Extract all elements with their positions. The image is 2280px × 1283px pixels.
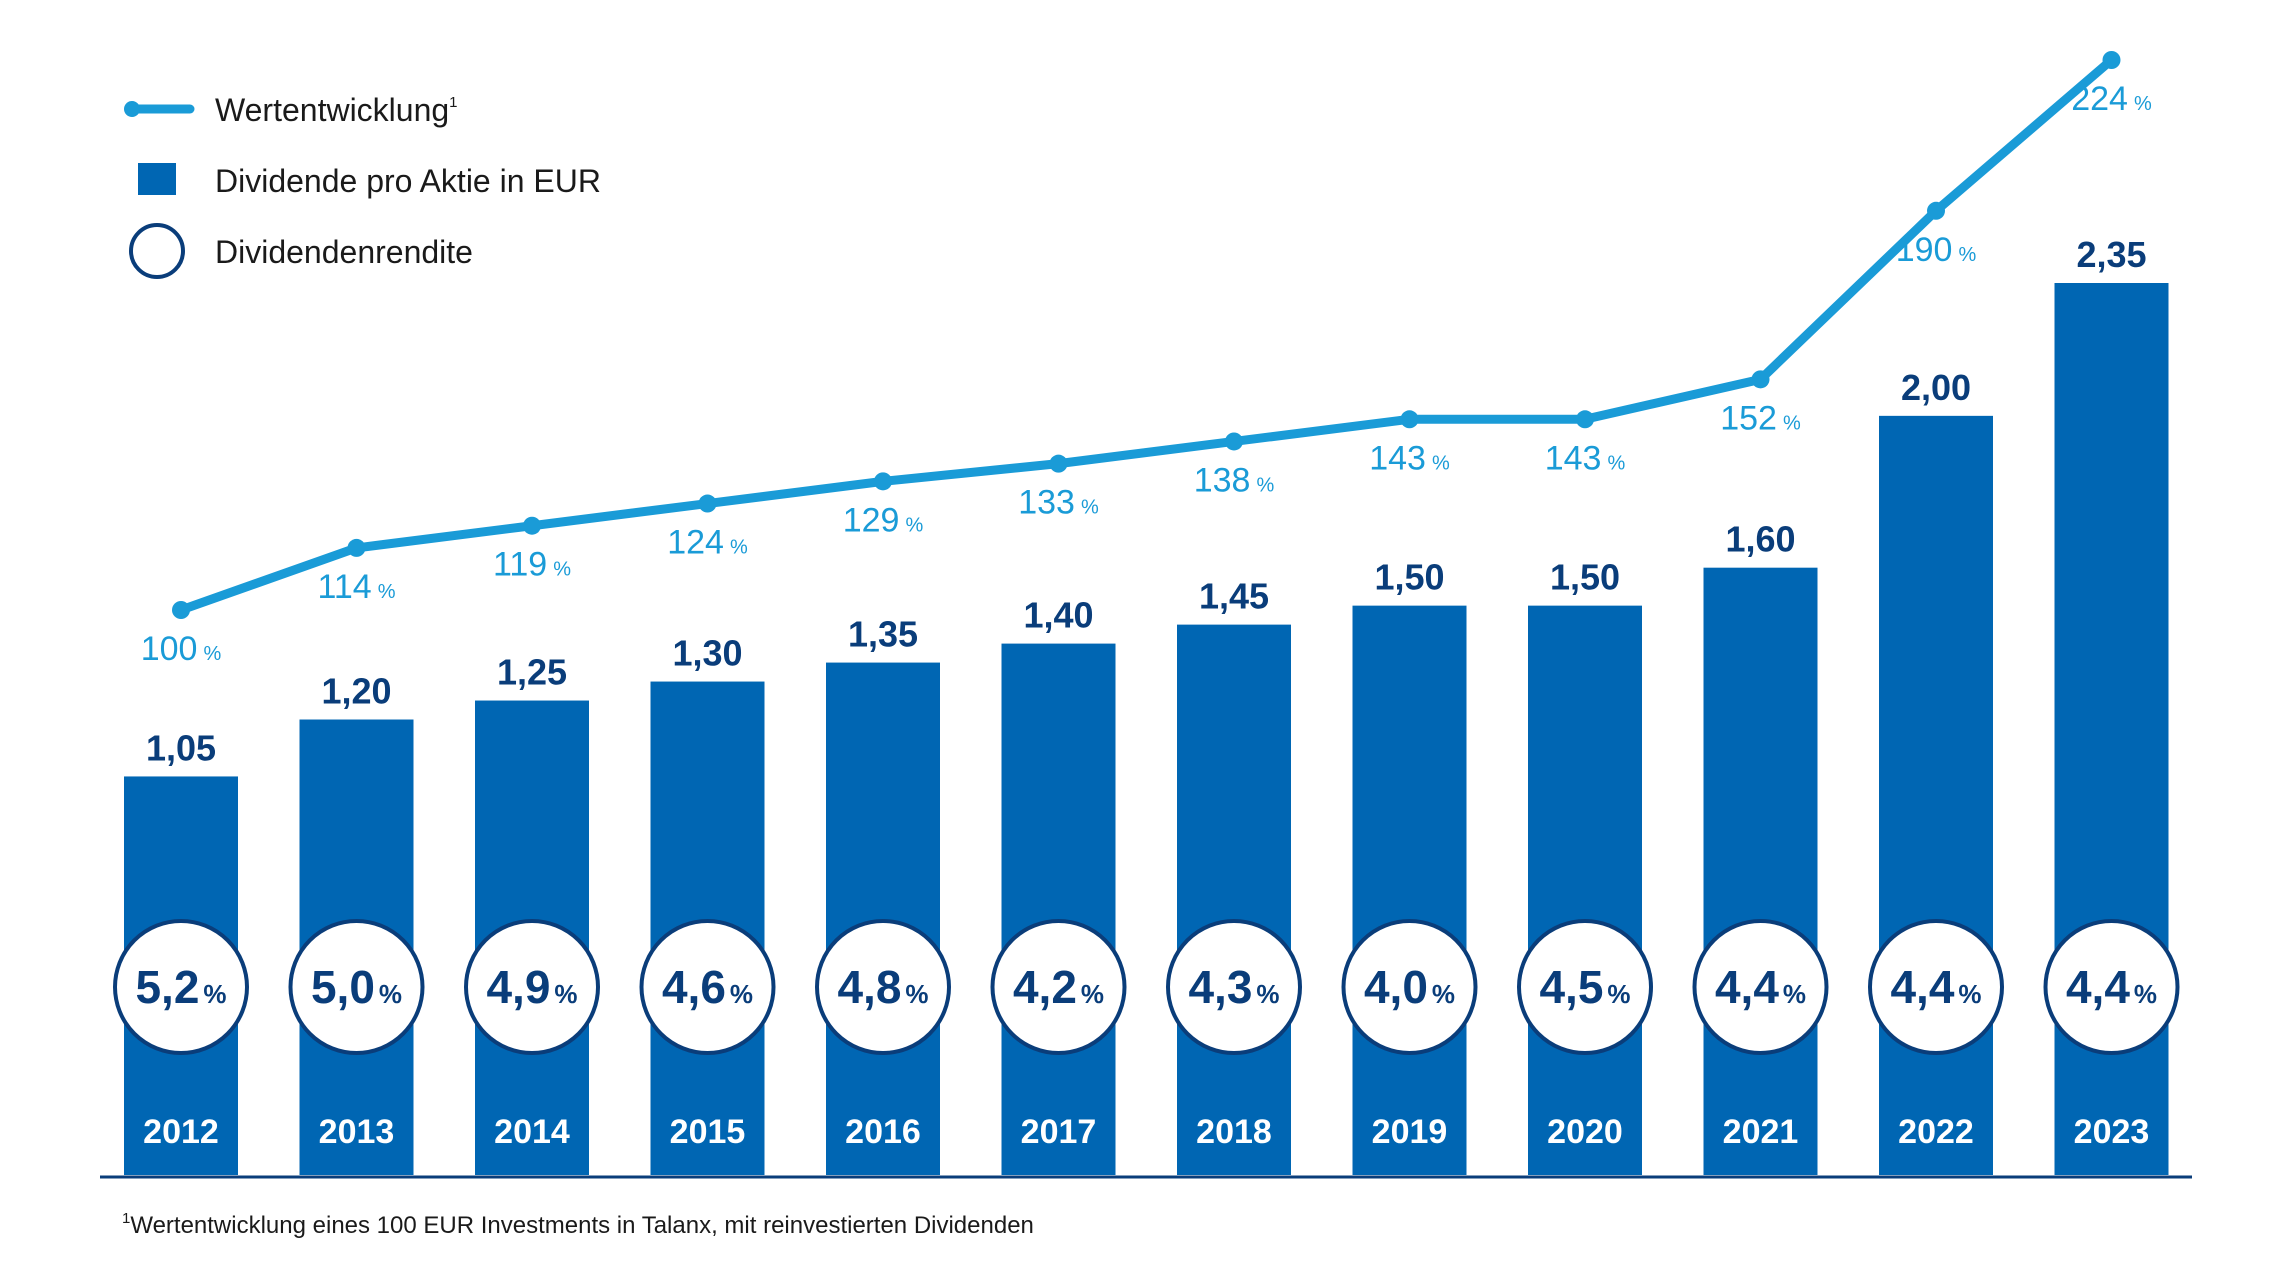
performance-line-group — [172, 51, 2121, 619]
yield-label-2019: 4,0% — [1364, 961, 1455, 1013]
year-label-2021: 2021 — [1723, 1113, 1799, 1151]
bar-value-label-2021: 1,60 — [1725, 519, 1795, 560]
performance-point-2020 — [1576, 410, 1594, 429]
labels-group: 1,05 5,2 % 2012 1,20 5,0 % 2013 1,25 4,9 % 2014 1,30… — [113, 80, 2180, 1151]
year-label-2014: 2014 — [494, 1113, 570, 1151]
yield-circle-2020 — [1517, 919, 1653, 1055]
bars-group — [124, 283, 2169, 1175]
yield-circle-2012 — [113, 919, 249, 1055]
yield-circle-2018 — [1166, 919, 1302, 1055]
yield-label-2023: 4,4% — [2066, 961, 2157, 1013]
year-label-2018: 2018 — [1196, 1113, 1272, 1151]
yield-label-2012: 5,2% — [135, 961, 226, 1013]
bar-value-label-2017: 1,40 — [1023, 595, 1093, 636]
yield-circle-2013 — [288, 919, 425, 1055]
bar-value-label-2020: 1,50 — [1550, 557, 1620, 598]
yield-circle-2022 — [1868, 919, 2004, 1055]
legend-bar-label: Dividende pro Aktie in EUR — [215, 163, 601, 199]
performance-label-2014: 119% — [493, 546, 571, 584]
year-label-2019: 2019 — [1372, 1113, 1448, 1151]
yield-label-2018: 4,3% — [1188, 961, 1279, 1013]
legend-line-label: Wertentwicklung1 — [215, 92, 458, 128]
performance-label-2018: 138% — [1194, 461, 1275, 499]
legend: Wertentwicklung1 Dividende pro Aktie in … — [124, 92, 601, 279]
yield-label-2013: 5,0% — [311, 961, 402, 1013]
yield-label-2021: 4,4% — [1715, 961, 1806, 1013]
yield-circle-2016 — [815, 919, 951, 1055]
yield-circle-2015 — [639, 919, 776, 1055]
performance-point-2013 — [347, 538, 366, 557]
performance-label-2023: 224% — [2071, 80, 2152, 118]
bar-2020 — [1528, 605, 1642, 1175]
performance-point-2016 — [874, 472, 892, 491]
bar-2019 — [1352, 605, 1467, 1175]
year-label-2020: 2020 — [1547, 1113, 1623, 1151]
performance-point-2023 — [2102, 51, 2121, 69]
bar-2021 — [1703, 567, 1818, 1175]
yield-circle-2017 — [990, 919, 1127, 1055]
bar-value-label-2023: 2,35 — [2076, 234, 2146, 275]
year-label-2012: 2012 — [143, 1113, 219, 1151]
yield-label-2014: 4,9% — [486, 961, 577, 1013]
performance-label-2019: 143% — [1369, 439, 1450, 477]
yield-label-2022: 4,4% — [1890, 961, 1981, 1013]
performance-point-2017 — [1049, 454, 1068, 473]
bar-value-label-2018: 1,45 — [1199, 576, 1269, 617]
year-label-2015: 2015 — [670, 1113, 746, 1151]
performance-label-2016: 129% — [843, 501, 924, 539]
yield-label-2020: 4,5% — [1539, 961, 1630, 1013]
year-label-2023: 2023 — [2074, 1113, 2150, 1151]
performance-point-2012 — [172, 601, 190, 619]
yield-circle-2014 — [464, 919, 600, 1055]
performance-label-2013: 114% — [317, 568, 395, 606]
footnote: 1Wertentwicklung eines 100 EUR Investmen… — [122, 1210, 1034, 1239]
bar-2018 — [1177, 624, 1291, 1175]
bar-value-label-2015: 1,30 — [672, 633, 742, 674]
performance-label-2015: 124% — [667, 524, 748, 562]
performance-point-2015 — [698, 494, 717, 513]
performance-label-2012: 100% — [141, 630, 222, 668]
performance-label-2017: 133% — [1018, 484, 1099, 522]
legend-line-swatch — [124, 101, 195, 117]
bar-2017 — [1001, 643, 1116, 1175]
bar-2022 — [1879, 415, 1993, 1175]
performance-point-2021 — [1751, 370, 1770, 389]
year-label-2016: 2016 — [845, 1113, 921, 1151]
performance-point-2022 — [1927, 201, 1945, 220]
performance-point-2014 — [523, 516, 541, 535]
bar-value-label-2019: 1,50 — [1374, 557, 1444, 598]
bar-value-label-2012: 1,05 — [146, 727, 216, 768]
performance-point-2019 — [1400, 410, 1419, 429]
performance-line — [176, 55, 2116, 615]
legend-circle-swatch — [129, 223, 185, 279]
yield-label-2016: 4,8% — [837, 961, 928, 1013]
year-label-2017: 2017 — [1021, 1113, 1097, 1151]
yield-circle-2023 — [2043, 919, 2180, 1055]
year-label-2013: 2013 — [319, 1113, 395, 1151]
year-label-2022: 2022 — [1898, 1113, 1974, 1151]
yield-label-2015: 4,6% — [662, 961, 753, 1013]
yield-label-2017: 4,2% — [1013, 961, 1104, 1013]
yield-circle-2021 — [1692, 919, 1829, 1055]
performance-point-2018 — [1225, 432, 1243, 451]
bar-value-label-2016: 1,35 — [848, 614, 918, 655]
bar-2016 — [826, 662, 940, 1175]
bar-value-label-2013: 1,20 — [321, 671, 391, 712]
bar-value-label-2014: 1,25 — [497, 652, 567, 693]
legend-circle-label: Dividendenrendite — [215, 234, 473, 270]
performance-label-2022: 190% — [1896, 231, 1977, 269]
performance-label-2021: 152% — [1720, 399, 1801, 437]
yield-circle-2019 — [1341, 919, 1478, 1055]
performance-label-2020: 143% — [1545, 439, 1626, 477]
legend-bar-swatch — [138, 163, 176, 195]
bar-value-label-2022: 2,00 — [1901, 367, 1971, 408]
